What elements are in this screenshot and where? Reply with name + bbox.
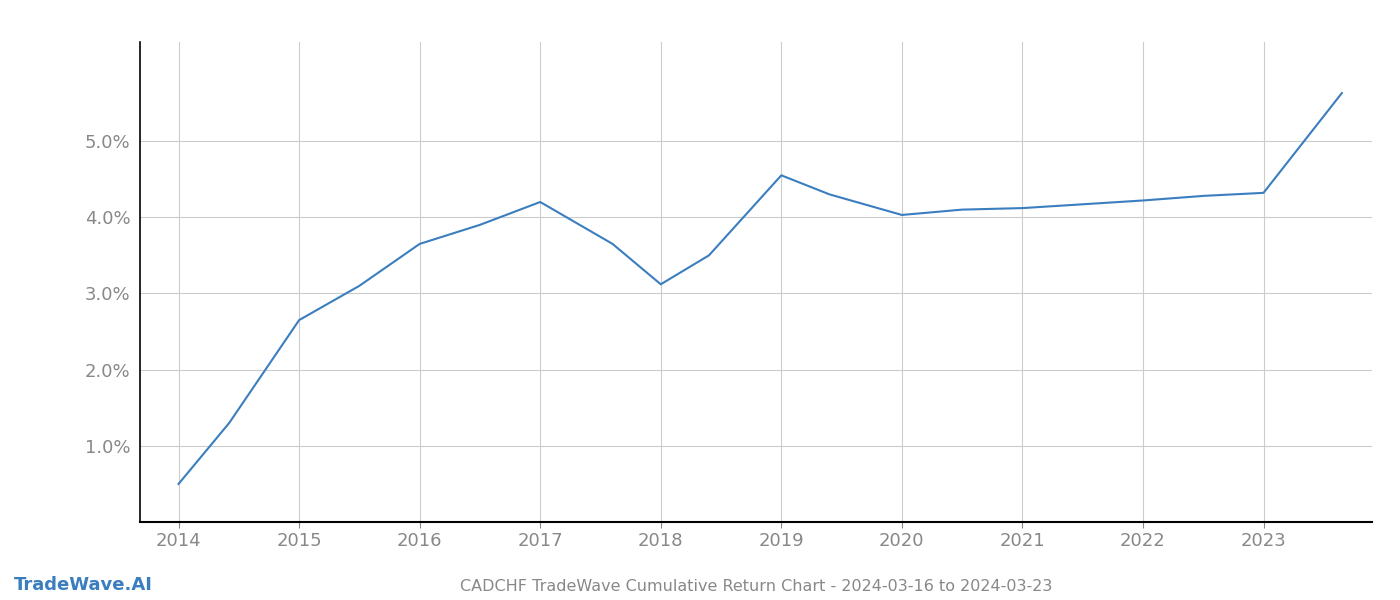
Text: CADCHF TradeWave Cumulative Return Chart - 2024-03-16 to 2024-03-23: CADCHF TradeWave Cumulative Return Chart… [459,579,1053,594]
Text: TradeWave.AI: TradeWave.AI [14,576,153,594]
